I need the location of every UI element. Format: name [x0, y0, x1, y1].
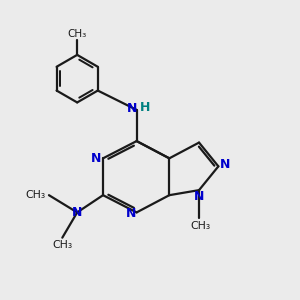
Text: N: N: [72, 206, 83, 219]
Text: CH₃: CH₃: [52, 240, 72, 250]
Text: N: N: [194, 190, 204, 203]
Text: N: N: [125, 207, 136, 220]
Text: CH₃: CH₃: [68, 28, 87, 38]
Text: CH₃: CH₃: [25, 190, 45, 200]
Text: CH₃: CH₃: [190, 221, 211, 231]
Text: N: N: [127, 102, 137, 115]
Text: H: H: [140, 101, 150, 114]
Text: N: N: [91, 152, 102, 165]
Text: N: N: [220, 158, 230, 171]
